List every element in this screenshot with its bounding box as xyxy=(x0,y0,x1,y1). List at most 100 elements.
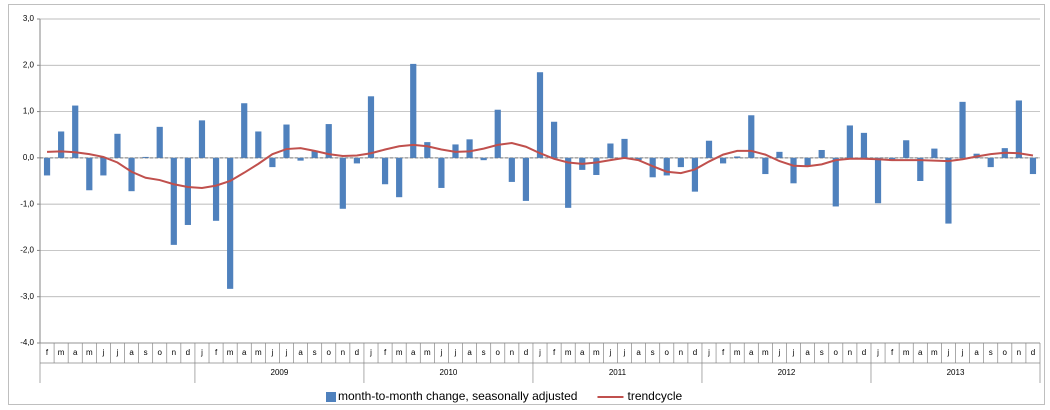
x-tick-label: j xyxy=(707,348,710,357)
group-label: 2012 xyxy=(778,368,796,377)
bar xyxy=(776,151,783,158)
x-tick-label: m xyxy=(58,348,65,357)
bar xyxy=(381,157,389,185)
x-tick-label: s xyxy=(989,348,993,357)
x-tick-label: j xyxy=(778,348,781,357)
x-tick-label: m xyxy=(424,348,431,357)
bar xyxy=(804,157,811,167)
bar xyxy=(43,157,51,176)
bar xyxy=(959,101,966,158)
bar xyxy=(593,157,600,175)
bar xyxy=(565,157,572,208)
bar xyxy=(72,105,79,158)
x-tick-label: j xyxy=(271,348,274,357)
bar xyxy=(58,131,65,158)
bar xyxy=(494,109,501,158)
x-tick-label: j xyxy=(876,348,879,357)
bar xyxy=(987,157,994,168)
bar xyxy=(818,149,825,158)
bar xyxy=(536,72,544,158)
x-tick-label: j xyxy=(285,348,288,357)
y-tick-label: 3,0 xyxy=(23,14,35,23)
x-tick-label: m xyxy=(227,348,234,357)
x-tick-label: f xyxy=(215,348,218,357)
x-tick-label: f xyxy=(891,348,894,357)
bar xyxy=(283,124,290,158)
x-tick-label: s xyxy=(144,348,148,357)
bar xyxy=(1029,157,1037,175)
bar xyxy=(184,157,191,225)
x-tick-label: s xyxy=(651,348,655,357)
bar xyxy=(114,133,121,158)
bar xyxy=(255,131,262,158)
y-tick-label: -1,0 xyxy=(20,199,34,208)
bar xyxy=(367,96,375,158)
x-tick-label: o xyxy=(665,348,670,357)
x-tick-label: a xyxy=(974,348,979,357)
x-tick-label: m xyxy=(762,348,769,357)
bar xyxy=(424,142,431,158)
bar xyxy=(649,157,656,178)
bar xyxy=(748,115,755,158)
group-label: 2009 xyxy=(271,368,289,377)
y-tick-label: 1,0 xyxy=(23,107,35,116)
bar xyxy=(734,156,741,158)
bar xyxy=(410,63,417,158)
x-tick-label: a xyxy=(749,348,754,357)
x-tick-label: m xyxy=(565,348,572,357)
group-label: 2013 xyxy=(947,368,965,377)
bar xyxy=(607,143,614,158)
bar xyxy=(917,157,924,181)
x-tick-label: n xyxy=(341,348,345,357)
bar xyxy=(635,157,642,161)
x-tick-label: a xyxy=(242,348,247,357)
x-tick-label: f xyxy=(553,348,556,357)
group-label: 2010 xyxy=(440,368,458,377)
x-tick-label: a xyxy=(636,348,641,357)
bar xyxy=(621,138,628,158)
x-tick-label: n xyxy=(172,348,176,357)
x-tick-label: n xyxy=(679,348,683,357)
bar xyxy=(438,157,445,188)
x-tick-label: m xyxy=(593,348,600,357)
legend-label: trendcycle xyxy=(627,389,682,403)
bar xyxy=(466,139,473,158)
y-tick-label: -4,0 xyxy=(20,338,34,347)
bar xyxy=(790,157,797,184)
x-tick-label: j xyxy=(440,348,443,357)
x-tick-label: a xyxy=(580,348,585,357)
bar xyxy=(945,157,952,224)
bar xyxy=(480,157,487,161)
x-tick-label: d xyxy=(693,348,697,357)
bar xyxy=(874,157,882,204)
x-tick-label: j xyxy=(200,348,203,357)
chart-border xyxy=(8,4,1045,405)
x-tick-label: d xyxy=(862,348,866,357)
bar xyxy=(889,157,896,161)
x-tick-label: a xyxy=(298,348,303,357)
bar xyxy=(325,124,332,158)
bar xyxy=(508,157,515,182)
bar xyxy=(396,157,403,198)
bar xyxy=(705,140,713,158)
x-tick-label: d xyxy=(524,348,528,357)
bar xyxy=(311,150,318,158)
bar xyxy=(297,157,304,161)
group-label: 2011 xyxy=(609,368,627,377)
x-tick-label: o xyxy=(496,348,501,357)
x-tick-label: f xyxy=(722,348,725,357)
x-tick-label: d xyxy=(186,348,190,357)
x-tick-label: a xyxy=(805,348,810,357)
bar xyxy=(227,157,234,289)
y-tick-label: -2,0 xyxy=(20,246,34,255)
bar xyxy=(198,120,206,158)
bar xyxy=(663,157,670,176)
x-tick-label: m xyxy=(86,348,93,357)
x-tick-label: o xyxy=(157,348,162,357)
x-tick-label: m xyxy=(903,348,910,357)
bar xyxy=(860,132,868,158)
x-tick-label: j xyxy=(609,348,612,357)
x-tick-label: o xyxy=(1003,348,1008,357)
x-tick-label: d xyxy=(355,348,359,357)
